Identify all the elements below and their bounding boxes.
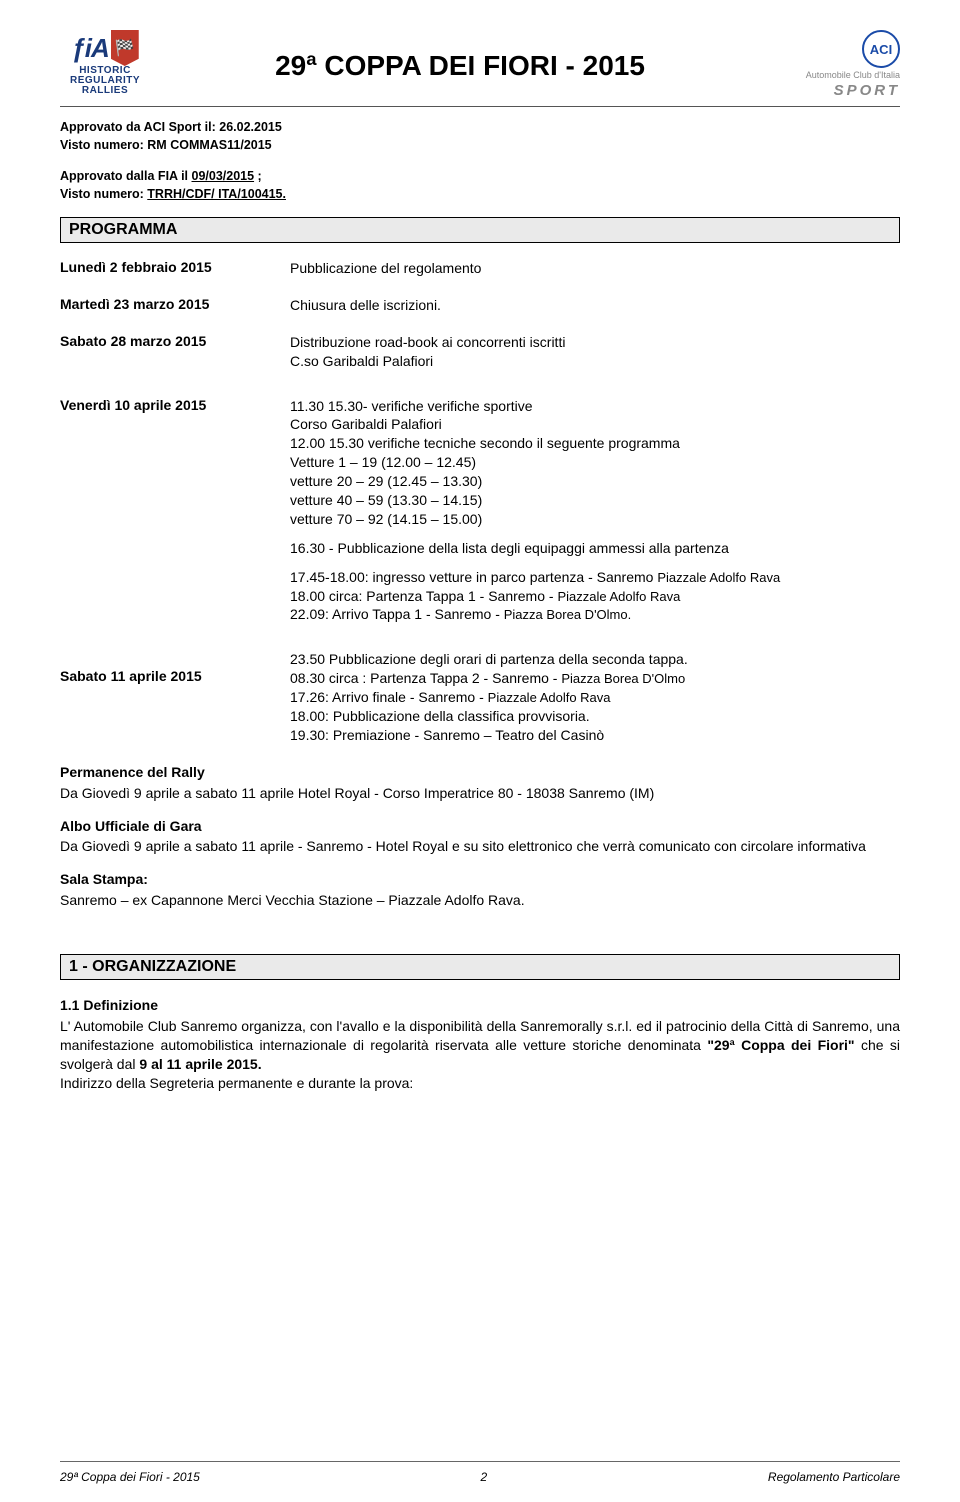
stampa-heading: Sala Stampa:	[60, 870, 900, 889]
row-sabato11: Sabato 11 aprile 2015 23.50 Pubblicazion…	[60, 650, 900, 744]
date-venerdi10: Venerdì 10 aprile 2015	[60, 397, 290, 625]
s11-l2b: Piazza Borea D'Olmo	[561, 671, 685, 686]
meta-aci-num: Visto numero: RM COMMAS11/2015	[60, 137, 900, 155]
row-venerdi10: Venerdì 10 aprile 2015 11.30 15.30- veri…	[60, 397, 900, 625]
s11-l3b: Piazzale Adolfo Rava	[488, 690, 611, 705]
meta-fia-pre: Approvato dalla FIA il	[60, 169, 192, 183]
fia-logo: ƒiA 🏁 HISTORIC REGULARITY RALLIES	[60, 30, 160, 102]
aci-subtitle: Automobile Club d'Italia	[806, 70, 900, 80]
section-organizzazione: 1 - ORGANIZZAZIONE	[60, 954, 900, 980]
meta-aci-date: Approvato da ACI Sport il: 26.02.2015	[60, 119, 900, 137]
approval-meta-1: Approvato da ACI Sport il: 26.02.2015 Vi…	[60, 119, 900, 154]
footer-right: Regolamento Particolare	[768, 1470, 900, 1484]
row-sabato28: Sabato 28 marzo 2015 Distribuzione road-…	[60, 333, 900, 371]
meta-fia-date: 09/03/2015	[192, 169, 255, 183]
date-sabato11: Sabato 11 aprile 2015	[60, 650, 290, 744]
v10-l5: vetture 20 – 29 (12.45 – 13.30)	[290, 472, 900, 491]
def-text-2: Indirizzo della Segreteria permanente e …	[60, 1074, 900, 1093]
v10-l10b: Piazzale Adolfo Rava	[557, 589, 680, 604]
meta-fia-num: TRRH/CDF/ ITA/100415.	[147, 187, 286, 201]
albo-block: Albo Ufficiale di Gara Da Giovedì 9 apri…	[60, 817, 900, 857]
page-footer: 29ª Coppa dei Fiori - 2015 2 Regolamento…	[60, 1470, 900, 1484]
footer-rule	[60, 1461, 900, 1462]
fia-line-3: RALLIES	[82, 86, 128, 96]
definizione-heading: 1.1 Definizione	[60, 996, 900, 1015]
v10-l2: Corso Garibaldi Palafiori	[290, 415, 900, 434]
s11-l3a: 17.26: Arrivo finale - Sanremo -	[290, 689, 488, 705]
v10-l9a: 17.45-18.00: ingresso vetture in parco p…	[290, 569, 657, 585]
v10-l4: Vetture 1 – 19 (12.00 – 12.45)	[290, 453, 900, 472]
v10-l3: 12.00 15.30 verifiche tecniche secondo i…	[290, 434, 900, 453]
page-header: ƒiA 🏁 HISTORIC REGULARITY RALLIES 29ª CO…	[60, 30, 900, 102]
s11-l4: 18.00: Pubblicazione della classifica pr…	[290, 707, 900, 726]
albo-heading: Albo Ufficiale di Gara	[60, 817, 900, 836]
v10-l8: 16.30 - Pubblicazione della lista degli …	[290, 539, 900, 558]
stampa-block: Sala Stampa: Sanremo – ex Capannone Merc…	[60, 870, 900, 910]
v10-l7: vetture 70 – 92 (14.15 – 15.00)	[290, 510, 900, 529]
val-sabato28-1: Distribuzione road-book ai concorrenti i…	[290, 333, 900, 352]
val-sabato28-2: C.so Garibaldi Palafiori	[290, 352, 900, 371]
row-martedi: Martedì 23 marzo 2015 Chiusura delle isc…	[60, 296, 900, 315]
v10-l11b: Piazza Borea D'Olmo.	[504, 607, 631, 622]
s11-l1: 23.50 Pubblicazione degli orari di parte…	[290, 650, 900, 669]
date-martedi: Martedì 23 marzo 2015	[60, 296, 290, 315]
footer-page-number: 2	[481, 1470, 488, 1484]
section-programma: PROGRAMMA	[60, 217, 900, 243]
v10-l10a: 18.00 circa: Partenza Tappa 1 - Sanremo …	[290, 588, 557, 604]
albo-text: Da Giovedì 9 aprile a sabato 11 aprile -…	[60, 837, 900, 856]
permanence-heading: Permanence del Rally	[60, 763, 900, 782]
header-rule	[60, 106, 900, 107]
meta-fia-post: ;	[254, 169, 262, 183]
page-title: 29ª COPPA DEI FIORI - 2015	[160, 30, 760, 82]
date-sabato28: Sabato 28 marzo 2015	[60, 333, 290, 371]
s11-l2a: 08.30 circa : Partenza Tappa 2 - Sanremo…	[290, 670, 561, 686]
val-lunedi: Pubblicazione del regolamento	[290, 259, 900, 278]
v10-l1: 11.30 15.30- verifiche verifiche sportiv…	[290, 397, 900, 416]
permanence-block: Permanence del Rally Da Giovedì 9 aprile…	[60, 763, 900, 803]
v10-l9b: Piazzale Adolfo Rava	[657, 570, 780, 585]
footer-left: 29ª Coppa dei Fiori - 2015	[60, 1470, 200, 1484]
row-lunedi: Lunedì 2 febbraio 2015 Pubblicazione del…	[60, 259, 900, 278]
def-text-b: "29ª Coppa dei Fiori"	[707, 1037, 854, 1053]
v10-l6: vetture 40 – 59 (13.30 – 14.15)	[290, 491, 900, 510]
val-martedi: Chiusura delle iscrizioni.	[290, 296, 900, 315]
v10-l11a: 22.09: Arrivo Tappa 1 - Sanremo -	[290, 606, 504, 622]
approval-meta-2: Approvato dalla FIA il 09/03/2015 ; Vist…	[60, 168, 900, 203]
s11-l5: 19.30: Premiazione - Sanremo – Teatro de…	[290, 726, 900, 745]
aci-sport: SPORT	[834, 82, 900, 99]
permanence-text: Da Giovedì 9 aprile a sabato 11 aprile H…	[60, 784, 900, 803]
aci-logo: ACI Automobile Club d'Italia SPORT	[760, 30, 900, 99]
stampa-text: Sanremo – ex Capannone Merci Vecchia Sta…	[60, 891, 900, 910]
def-text-d: 9 al 11 aprile 2015.	[139, 1056, 261, 1072]
definizione-block: 1.1 Definizione L' Automobile Club Sanre…	[60, 996, 900, 1092]
date-lunedi: Lunedì 2 febbraio 2015	[60, 259, 290, 278]
meta-fia-num-pre: Visto numero:	[60, 187, 147, 201]
